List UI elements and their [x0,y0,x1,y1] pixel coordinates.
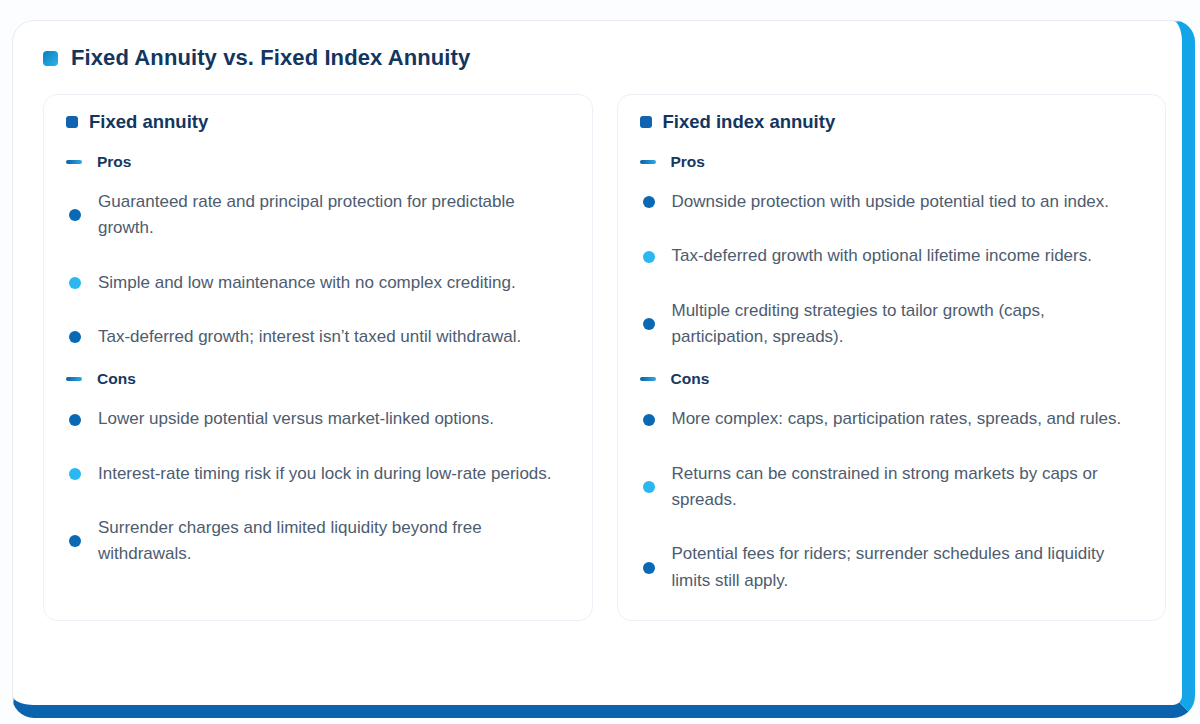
bullet-dot-icon [69,468,81,480]
bullet-dot-icon [643,196,655,208]
cons-label-row: Cons [640,370,1146,388]
cards-row: Fixed annuity Pros Guaranteed rate and p… [43,94,1166,621]
pros-label-row: Pros [640,153,1146,171]
pros-list: Downside protection with upside potentia… [640,189,1146,350]
list-item: Surrender charges and limited liquidity … [66,515,572,568]
list-item-text: Downside protection with upside potentia… [672,189,1110,215]
list-item: Tax-deferred growth; interest isn’t taxe… [66,324,572,350]
page-title: Fixed Annuity vs. Fixed Index Annuity [71,45,470,71]
card-title: Fixed annuity [89,111,208,133]
cons-list: More complex: caps, participation rates,… [640,406,1146,594]
bullet-dot-icon [643,414,655,426]
cons-list: Lower upside potential versus market-lin… [66,406,572,567]
list-item: Downside protection with upside potentia… [640,189,1146,215]
card-title-row: Fixed index annuity [640,111,1146,133]
list-item: Tax-deferred growth with optional lifeti… [640,243,1146,269]
list-item-text: Tax-deferred growth with optional lifeti… [672,243,1092,269]
comparison-panel: Fixed Annuity vs. Fixed Index Annuity Fi… [12,20,1195,718]
list-item: Returns can be constrained in strong mar… [640,461,1146,514]
list-item: Lower upside potential versus market-lin… [66,406,572,432]
card-fixed-annuity: Fixed annuity Pros Guaranteed rate and p… [43,94,593,621]
list-item-text: Lower upside potential versus market-lin… [98,406,494,432]
card-title-row: Fixed annuity [66,111,572,133]
dash-icon [66,160,82,164]
bullet-dot-icon [69,209,81,221]
list-item: Simple and low maintenance with no compl… [66,270,572,296]
cons-label: Cons [97,370,136,388]
pros-list: Guaranteed rate and principal protection… [66,189,572,350]
bullet-dot-icon [69,535,81,547]
bullet-dot-icon [643,562,655,574]
pros-label-row: Pros [66,153,572,171]
list-item-text: Interest-rate timing risk if you lock in… [98,461,552,487]
list-item-text: More complex: caps, participation rates,… [672,406,1122,432]
square-bullet-icon [640,116,652,128]
page-title-row: Fixed Annuity vs. Fixed Index Annuity [43,45,1166,71]
card-title: Fixed index annuity [663,111,836,133]
list-item: Multiple crediting strategies to tailor … [640,298,1146,351]
cons-label: Cons [671,370,710,388]
list-item-text: Potential fees for riders; surrender sch… [672,541,1146,594]
list-item-text: Surrender charges and limited liquidity … [98,515,572,568]
list-item: Potential fees for riders; surrender sch… [640,541,1146,594]
dash-icon [640,377,656,381]
cons-label-row: Cons [66,370,572,388]
list-item-text: Multiple crediting strategies to tailor … [672,298,1146,351]
pros-label: Pros [97,153,131,171]
bullet-dot-icon [69,277,81,289]
list-item-text: Simple and low maintenance with no compl… [98,270,516,296]
list-item: Guaranteed rate and principal protection… [66,189,572,242]
card-fixed-index-annuity: Fixed index annuity Pros Downside protec… [617,94,1167,621]
list-item-text: Guaranteed rate and principal protection… [98,189,572,242]
bullet-dot-icon [643,318,655,330]
dash-icon [640,160,656,164]
list-item-text: Tax-deferred growth; interest isn’t taxe… [98,324,521,350]
square-bullet-icon [43,51,58,66]
pros-label: Pros [671,153,705,171]
bullet-dot-icon [69,414,81,426]
bullet-dot-icon [643,251,655,263]
list-item: More complex: caps, participation rates,… [640,406,1146,432]
dash-icon [66,377,82,381]
square-bullet-icon [66,116,78,128]
list-item-text: Returns can be constrained in strong mar… [672,461,1146,514]
bullet-dot-icon [643,481,655,493]
list-item: Interest-rate timing risk if you lock in… [66,461,572,487]
bullet-dot-icon [69,331,81,343]
